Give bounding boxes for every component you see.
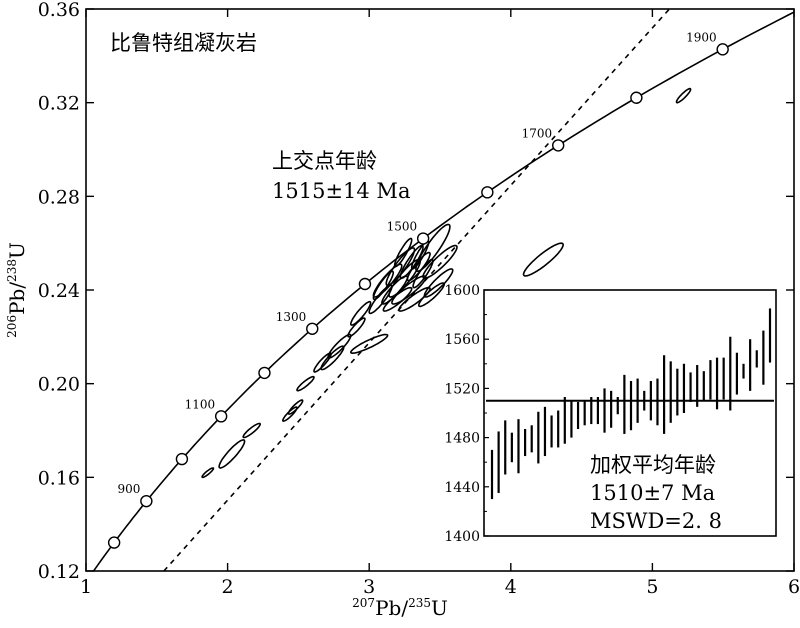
error-ellipse <box>349 333 389 355</box>
x-tick-label: 1 <box>80 576 92 598</box>
concordia-curve <box>92 11 794 571</box>
weighted-mean-inset: 1400 1440 1480 1520 1560 1600 <box>444 283 777 545</box>
concordia-age-marker <box>175 452 189 466</box>
error-ellipse <box>242 422 262 439</box>
inset-y-tick-label: 1440 <box>444 480 480 496</box>
concordia-age-marker <box>107 536 121 549</box>
error-ellipse <box>393 237 413 268</box>
x-label-sup1: 207 <box>352 596 375 610</box>
x-tick-label: 4 <box>505 576 517 598</box>
error-ellipse <box>412 258 434 289</box>
error-ellipse <box>382 286 413 312</box>
error-ellipse <box>296 375 315 392</box>
y-label-sup2: 238 <box>5 259 19 282</box>
y-tick-label: 0.20 <box>38 374 80 396</box>
y-label-el2: U <box>5 242 29 259</box>
chart-title: 比鲁特组凝灰岩 <box>110 31 257 55</box>
concordia-age-label: 900 <box>117 482 140 496</box>
weighted-mean-title: 加权平均年龄 <box>590 453 716 477</box>
y-tick-label: 0.16 <box>38 467 80 489</box>
inset-y-tick-label: 1600 <box>444 283 480 299</box>
y-tick-label: 0.32 <box>38 93 80 115</box>
concordia-age-label: 1500 <box>387 220 418 234</box>
x-tick-label: 2 <box>222 576 234 598</box>
concordia-age-marker <box>258 366 271 380</box>
error-ellipse <box>399 244 424 280</box>
y-tick-label: 0.28 <box>38 186 80 208</box>
x-label-sup2: 235 <box>408 596 431 610</box>
mswd-value: MSWD=2. 8 <box>590 509 722 533</box>
inset-y-tick-label: 1400 <box>444 529 480 545</box>
error-ellipse <box>675 87 692 104</box>
error-ellipse <box>281 406 298 422</box>
error-ellipse <box>381 275 409 305</box>
concordia-age-marker <box>358 277 372 291</box>
error-ellipse <box>201 467 215 479</box>
x-axis-label: 207Pb/235U <box>352 596 448 620</box>
upper-intercept-age: 1515±14 Ma <box>272 179 410 203</box>
inset-y-tick-label: 1560 <box>444 332 480 348</box>
error-ellipse <box>391 275 427 305</box>
error-ellipse <box>372 270 395 301</box>
y-axis-label: 206Pb/238U <box>5 242 29 338</box>
error-ellipse <box>349 300 372 326</box>
error-ellipse <box>417 282 446 308</box>
x-tick-label: 5 <box>646 576 658 598</box>
concordia-age-marker <box>481 186 494 199</box>
error-ellipse <box>522 242 565 277</box>
x-tick-label: 3 <box>363 576 375 598</box>
y-tick-label: 0.12 <box>38 561 80 583</box>
y-label-el1: Pb/ <box>5 282 29 315</box>
concordia-age-label: 1900 <box>686 30 717 44</box>
x-label-el2: U <box>431 596 448 620</box>
y-label-sup1: 206 <box>5 315 19 338</box>
concordia-age-label: 1100 <box>185 397 216 411</box>
concordia-age-marker <box>140 494 153 508</box>
upper-intercept-label: 上交点年龄 <box>272 149 377 173</box>
x-tick-label: 6 <box>788 576 800 598</box>
weighted-mean-age: 1510±7 Ma <box>590 481 715 505</box>
y-tick-label: 0.36 <box>38 0 80 21</box>
concordia-age-marker <box>716 43 729 56</box>
concordia-age-marker <box>306 322 319 335</box>
concordia-age-marker <box>214 410 228 423</box>
concordia-age-label: 1300 <box>276 310 307 324</box>
concordia-age-label: 1700 <box>522 126 553 140</box>
inset-y-tick-label: 1520 <box>444 381 480 397</box>
concordia-age-marker <box>552 139 565 152</box>
inset-y-tick-label: 1480 <box>444 431 480 447</box>
concordia-age-marker <box>416 232 430 245</box>
x-label-el1: Pb/ <box>375 596 408 620</box>
concordia-age-marker <box>630 91 643 104</box>
error-ellipse <box>347 317 366 338</box>
error-ellipse <box>313 352 332 373</box>
y-tick-label: 0.24 <box>38 280 80 302</box>
concordia-plot: 900 1100 1300 1500 1700 1900 1 2 3 4 5 6 0.12 0.16 0.2… <box>38 0 800 598</box>
error-ellipse <box>218 439 246 469</box>
error-ellipse <box>415 223 451 273</box>
error-ellipse <box>398 286 431 312</box>
